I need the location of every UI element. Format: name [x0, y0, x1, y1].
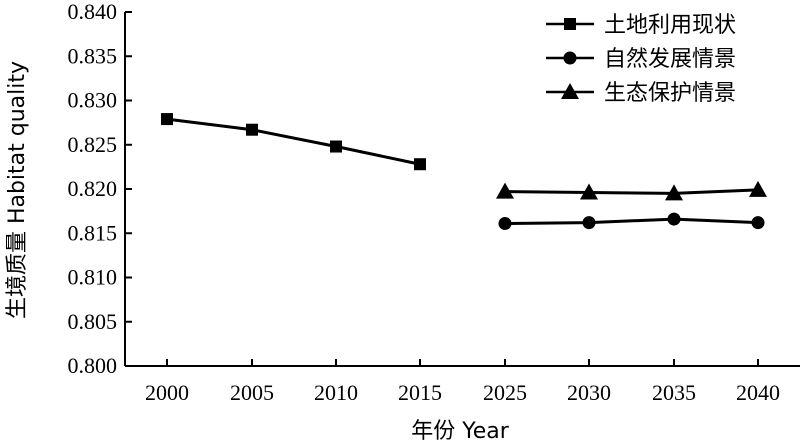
legend-label: 生态保护情景: [604, 81, 736, 106]
x-tick-label: 2000: [145, 380, 189, 405]
x-tick-label: 2010: [314, 380, 358, 405]
x-tick-label: 2035: [652, 380, 696, 405]
data-point: [749, 180, 767, 197]
data-point: [496, 182, 514, 199]
data-point: [751, 216, 765, 230]
x-tick-label: 2005: [230, 380, 274, 405]
data-point: [414, 158, 426, 171]
y-tick-label: 0.805: [68, 309, 118, 334]
data-point: [498, 217, 512, 231]
y-tick-label: 0.810: [68, 265, 118, 290]
y-tick-label: 0.815: [68, 220, 118, 245]
y-axis-title: 生境质量 Habitat quality: [5, 61, 30, 319]
x-axis-title: 年份 Year: [411, 419, 510, 444]
series-circle: [498, 212, 765, 231]
series-layer: [161, 113, 767, 231]
data-point: [665, 184, 683, 201]
y-tick-label: 0.800: [68, 353, 118, 378]
legend-item: 土地利用现状: [546, 13, 736, 38]
series-line: [504, 217, 759, 226]
y-tick-label: 0.840: [68, 0, 118, 24]
legend-item: 生态保护情景: [546, 81, 736, 106]
legend-marker: [561, 83, 579, 99]
axes: 0.800 0.805 0.810 0.815 0.820 0.825 0.830 0.835…: [68, 0, 800, 405]
x-tick-label: 2025: [483, 380, 527, 405]
data-point: [667, 212, 681, 226]
legend-label: 土地利用现状: [604, 13, 736, 38]
series-line: [166, 117, 421, 166]
series-square: [161, 113, 426, 171]
x-tick-label: 2040: [736, 380, 780, 405]
legend-marker: [564, 18, 576, 30]
series-line: [504, 188, 759, 195]
x-tick-label: 2030: [567, 380, 611, 405]
x-tick-label: 2015: [398, 380, 442, 405]
data-point: [580, 183, 598, 200]
series-triangle: [496, 180, 767, 201]
data-point: [246, 123, 258, 136]
y-tick-label: 0.835: [68, 43, 118, 68]
data-point: [330, 140, 342, 153]
y-tick-label: 0.820: [68, 176, 118, 201]
y-tick-label: 0.830: [68, 88, 118, 113]
data-point: [582, 216, 596, 230]
legend-item: 自然发展情景: [546, 47, 736, 72]
y-tick-label: 0.825: [68, 132, 118, 157]
data-point: [161, 113, 173, 126]
legend-marker: [563, 51, 577, 65]
legend-label: 自然发展情景: [604, 47, 736, 72]
